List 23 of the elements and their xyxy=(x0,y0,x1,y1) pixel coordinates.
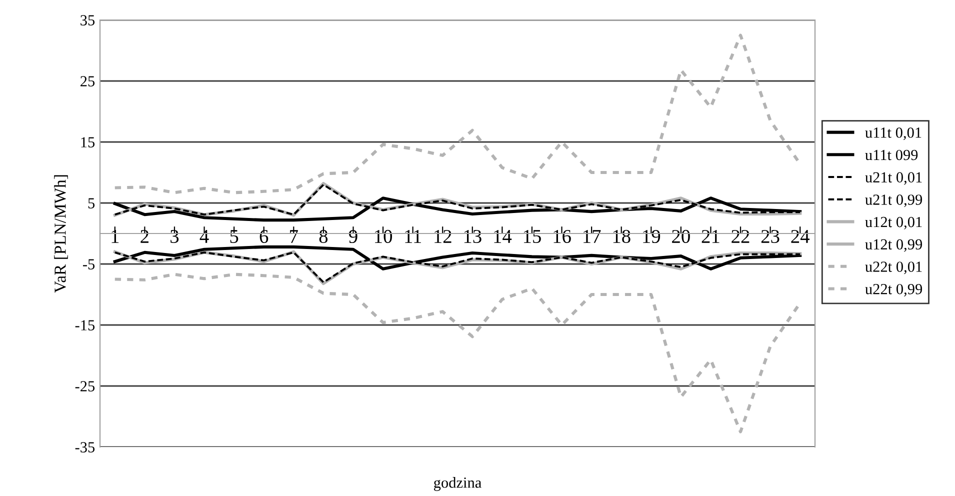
y-tick-label: 35 xyxy=(80,15,95,26)
y-tick-label: -15 xyxy=(75,320,95,330)
x-axis-title: godzina xyxy=(434,477,482,491)
y-axis-title: VaR [PLN/MWh] xyxy=(54,175,68,293)
legend-label: u22t 0,99 xyxy=(865,284,922,296)
x-tick-label: 13 xyxy=(464,230,482,244)
legend-label: u11t 099 xyxy=(865,150,918,160)
legend-label: u12t 0,01 xyxy=(865,216,922,230)
y-tick-label: 15 xyxy=(81,137,95,148)
x-tick-label: 15 xyxy=(524,230,541,244)
y-tick-label: -35 xyxy=(75,442,95,452)
legend-label: u21t 0,99 xyxy=(865,194,922,208)
y-tick-label: 5 xyxy=(88,198,95,208)
legend-label: u12t 0,99 xyxy=(865,239,922,252)
y-tick-label: -25 xyxy=(75,381,95,392)
line-series xyxy=(113,272,802,434)
legend-label: u11t 0,01 xyxy=(865,127,922,140)
x-tick-label: 16 xyxy=(554,230,571,244)
y-tick-label: 25 xyxy=(80,76,95,86)
line-series xyxy=(113,34,802,194)
legend-label: u22t 0,01 xyxy=(865,262,922,274)
legend-label: u21t 0,01 xyxy=(865,172,922,185)
y-tick-label: -5 xyxy=(82,259,95,270)
